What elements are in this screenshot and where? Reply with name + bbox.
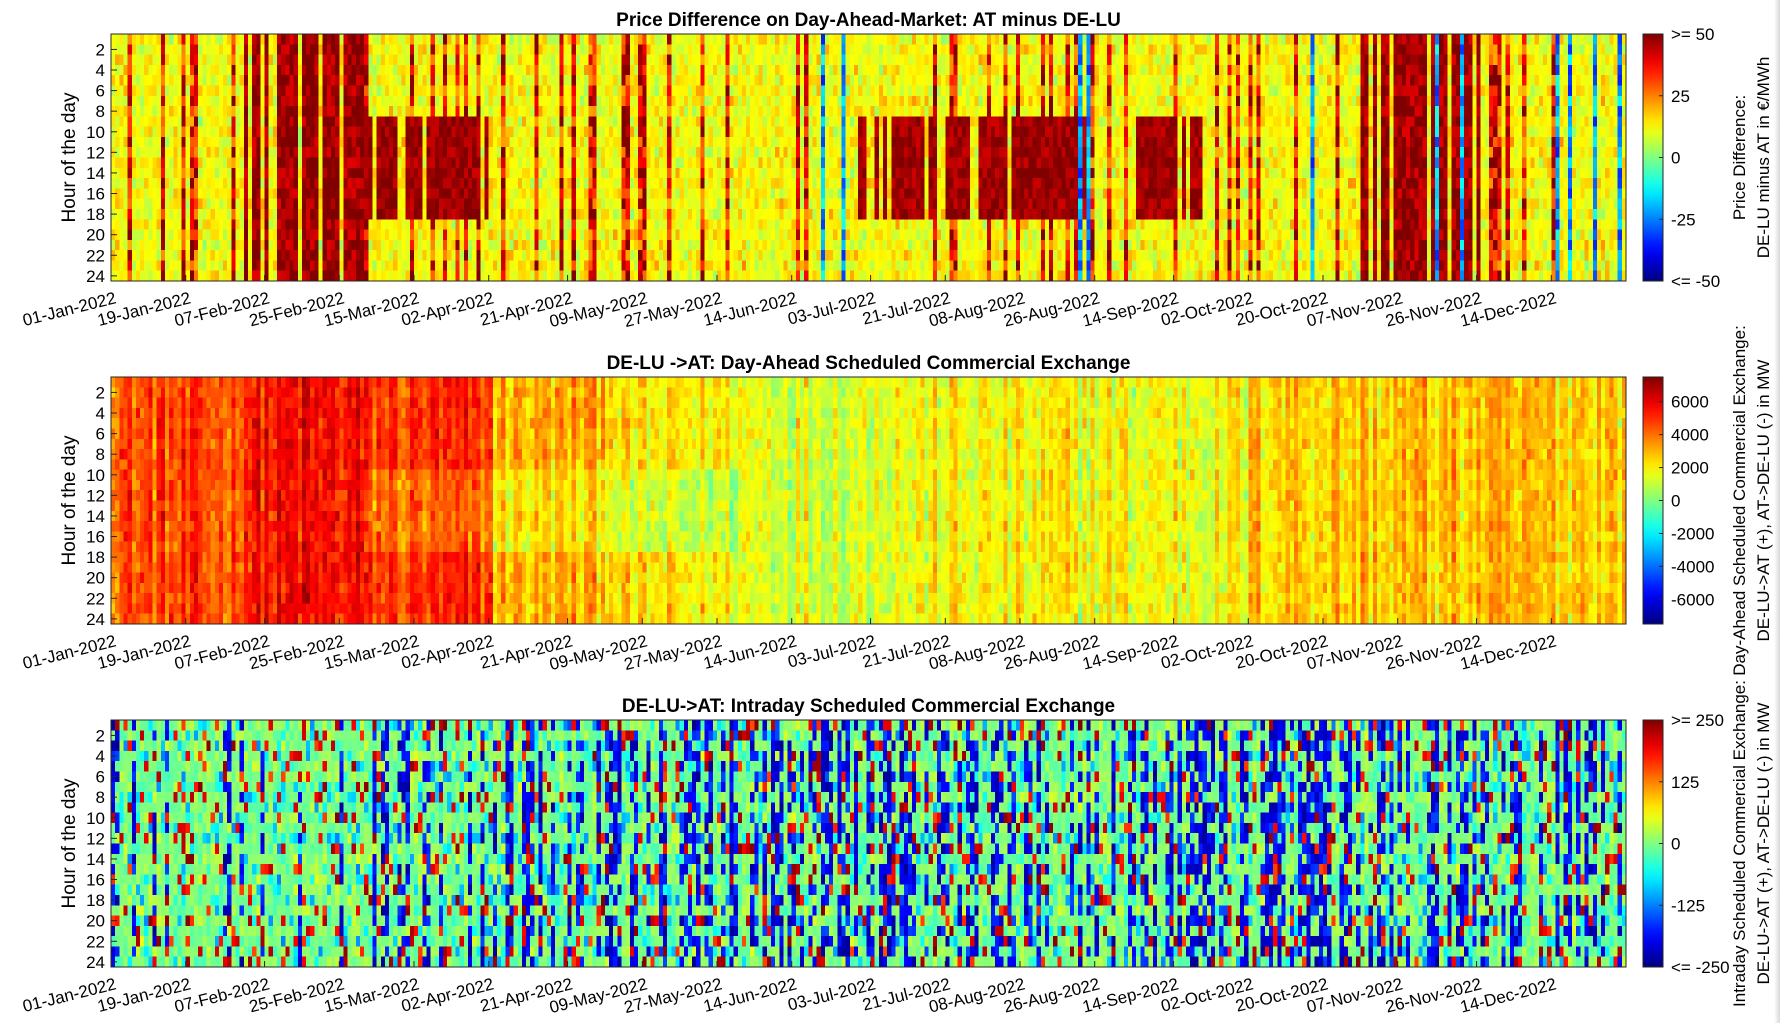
y-tick-label: 22: [86, 246, 105, 265]
y-tick-label: 12: [86, 143, 105, 162]
chart-title: Price Difference on Day-Ahead-Market: AT…: [616, 10, 1121, 31]
colorbar-tick-label: <= -50: [1671, 272, 1720, 291]
axes-box: [110, 376, 1627, 625]
colorbar-tick-label: 6000: [1671, 393, 1709, 412]
y-tick-label: 14: [86, 507, 105, 526]
y-tick-label: 16: [86, 528, 105, 547]
colorbar-label: DE-LU->AT (+), AT->DE-LU (-) in MW: [1754, 703, 1773, 985]
y-tick-label: 8: [96, 788, 105, 807]
colorbar-tick-label: -125: [1671, 896, 1705, 915]
colorbar-tick-label: 25: [1671, 87, 1690, 106]
y-tick-label: 18: [86, 205, 105, 224]
colorbar-tick-label: -2000: [1671, 524, 1714, 543]
y-tick-label: 4: [96, 747, 105, 766]
y-tick-label: 18: [86, 891, 105, 910]
y-tick-label: 6: [96, 768, 105, 787]
colorbar-label: Intraday Scheduled Commercial Exchange:: [1730, 680, 1749, 1007]
colorbar-tick-label: 4000: [1671, 426, 1709, 445]
y-tick-label: 20: [86, 569, 105, 588]
y-tick-label: 20: [86, 226, 105, 245]
colorbar-tick-label: 125: [1671, 773, 1699, 792]
colorbar-label: DE-LU->AT (+), AT->DE-LU (-) in MW: [1754, 360, 1773, 642]
panel-3: DE-LU->AT: Intraday Scheduled Commercial…: [21, 680, 1773, 1017]
y-tick-label: 10: [86, 809, 105, 828]
y-tick-label: 18: [86, 548, 105, 567]
y-tick-label: 10: [86, 123, 105, 142]
y-tick-label: 22: [86, 932, 105, 951]
y-tick-label: 22: [86, 589, 105, 608]
y-tick-label: 2: [96, 383, 105, 402]
y-tick-label: 16: [86, 871, 105, 890]
window-edge: [1774, 0, 1780, 1023]
colorbar-tick-label: 2000: [1671, 459, 1709, 478]
axes-box: [110, 33, 1627, 282]
y-tick-label: 2: [96, 726, 105, 745]
y-tick-label: 4: [96, 404, 105, 423]
y-tick-label: 24: [86, 267, 105, 286]
y-tick-label: 20: [86, 912, 105, 931]
colorbar-tick-label: 0: [1671, 492, 1680, 511]
heatmap-cells: [111, 720, 1626, 967]
colorbar-tick-label: >= 250: [1671, 711, 1724, 730]
panel-2: DE-LU ->AT: Day-Ahead Scheduled Commerci…: [21, 325, 1773, 676]
colorbar-label: Price Difference:: [1730, 95, 1749, 220]
y-tick-label: 6: [96, 82, 105, 101]
colorbar-tick-label: >= 50: [1671, 25, 1715, 44]
y-tick-label: 8: [96, 102, 105, 121]
y-tick-label: 14: [86, 850, 105, 869]
colorbar-tick-label: -6000: [1671, 590, 1714, 609]
heatmap-cells: [111, 34, 1626, 281]
y-tick-label: 12: [86, 829, 105, 848]
y-tick-label: 2: [96, 40, 105, 59]
y-tick-label: 16: [86, 185, 105, 204]
colorbar-tick-label: 0: [1671, 835, 1680, 854]
y-axis-label: Hour of the day: [59, 778, 80, 908]
colorbar-label: Day-Ahead Scheduled Commercial Exchange:: [1730, 325, 1749, 676]
panel-1: Price Difference on Day-Ahead-Market: AT…: [21, 10, 1773, 331]
colorbar-label: DE-LU minus AT in €/MWh: [1754, 57, 1773, 259]
heatmap-cells: [111, 377, 1626, 624]
y-tick-label: 8: [96, 445, 105, 464]
y-tick-label: 24: [86, 953, 105, 972]
colorbar-tick-label: -4000: [1671, 557, 1714, 576]
chart-title: DE-LU ->AT: Day-Ahead Scheduled Commerci…: [607, 353, 1131, 374]
y-tick-label: 4: [96, 61, 105, 80]
y-tick-label: 12: [86, 486, 105, 505]
y-tick-label: 10: [86, 466, 105, 485]
y-axis-label: Hour of the day: [59, 435, 80, 565]
y-tick-label: 6: [96, 425, 105, 444]
y-axis-label: Hour of the day: [59, 92, 80, 222]
y-tick-label: 14: [86, 164, 105, 183]
y-tick-label: 24: [86, 610, 105, 629]
chart-title: DE-LU->AT: Intraday Scheduled Commercial…: [622, 696, 1115, 717]
colorbar-tick-label: -25: [1671, 210, 1696, 229]
colorbar-tick-label: 0: [1671, 149, 1680, 168]
colorbar-tick-label: <= -250: [1671, 958, 1730, 977]
axes-box: [110, 719, 1627, 968]
